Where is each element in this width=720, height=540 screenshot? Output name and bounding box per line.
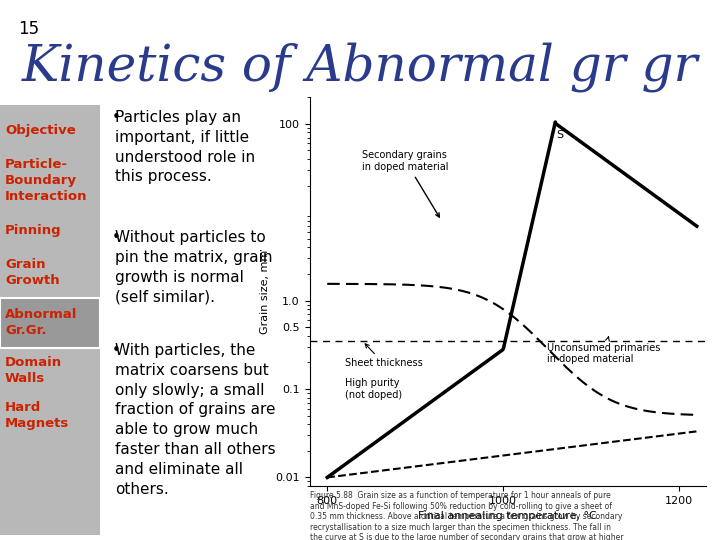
Text: •: • [112,110,121,125]
Text: S: S [556,130,563,139]
Text: Without particles to
pin the matrix, grain
growth is normal
(self similar).: Without particles to pin the matrix, gra… [115,230,272,305]
FancyBboxPatch shape [0,105,100,535]
FancyBboxPatch shape [0,298,100,348]
Text: Secondary grains
in doped material: Secondary grains in doped material [362,151,449,217]
Text: Particle-
Boundary
Interaction: Particle- Boundary Interaction [5,158,88,203]
Text: Abnormal
Gr.Gr.: Abnormal Gr.Gr. [5,308,77,338]
Text: 15: 15 [18,20,39,38]
Text: •: • [112,230,121,245]
Text: Particles play an
important, if little
understood role in
this process.: Particles play an important, if little u… [115,110,255,184]
Text: Domain
Walls: Domain Walls [5,356,62,385]
Text: With particles, the
matrix coarsens but
only slowly; a small
fraction of grains : With particles, the matrix coarsens but … [115,343,276,497]
Text: High purity
(not doped): High purity (not doped) [345,378,402,400]
Text: Grain
Growth: Grain Growth [5,259,60,287]
Y-axis label: Grain size, mm: Grain size, mm [260,249,270,334]
Text: Objective: Objective [5,124,76,137]
X-axis label: Final annealing temperature, °C: Final annealing temperature, °C [418,511,597,521]
Text: •: • [112,343,121,358]
Text: Unconsumed primaries
in doped material: Unconsumed primaries in doped material [547,337,660,364]
Text: Figure 5.88  Grain size as a function of temperature for 1 hour anneals of pure
: Figure 5.88 Grain size as a function of … [310,491,623,540]
Text: Sheet thickness: Sheet thickness [345,344,423,368]
Text: Pinning: Pinning [5,224,62,237]
Text: Hard
Magnets: Hard Magnets [5,401,69,430]
Text: Kinetics of Abnormal gr gr: Kinetics of Abnormal gr gr [22,42,698,92]
